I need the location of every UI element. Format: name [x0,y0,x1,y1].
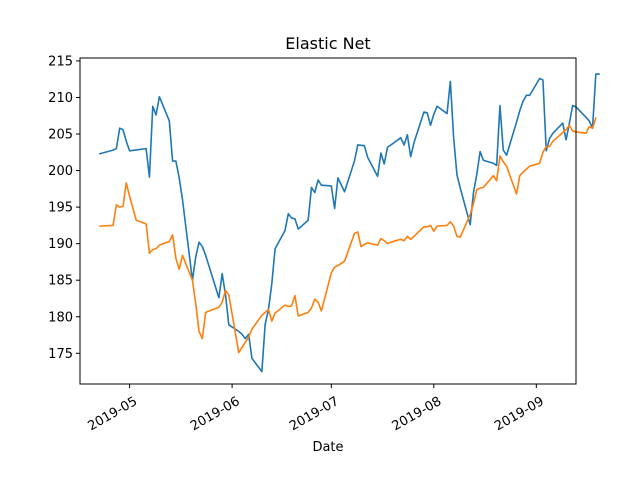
plot-frame [79,57,577,385]
y-tick-label: 195 [48,201,73,216]
y-axis: 175 180 185 190 195 200 205 210 215 [48,54,80,362]
y-tick-label: 180 [48,310,73,325]
y-tick-label: 205 [48,128,73,143]
y-tick-label: 215 [48,54,73,69]
series-line-1 [99,73,600,373]
series-group [99,73,600,373]
y-tick-label: 200 [48,164,73,179]
y-tick-label: 175 [48,347,73,362]
series-line-2 [99,117,597,354]
y-tick-label: 210 [48,91,73,106]
y-tick-label: 190 [48,237,73,252]
y-tick-label: 185 [48,274,73,289]
chart-title: Elastic Net [285,34,370,53]
x-axis-label: Date [312,440,343,455]
